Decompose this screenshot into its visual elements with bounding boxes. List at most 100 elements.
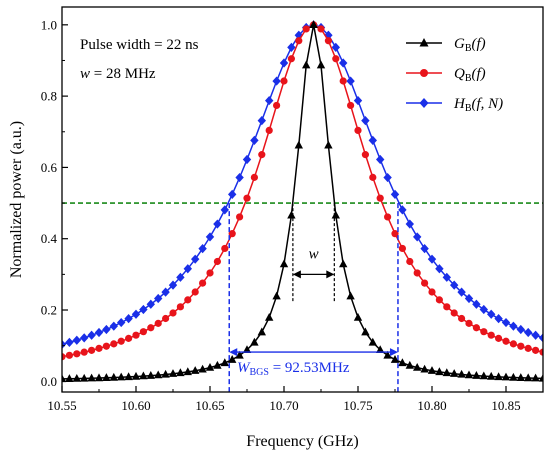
- data-point-Q: [147, 324, 155, 332]
- data-point-Q: [509, 340, 517, 348]
- data-point-G: [509, 372, 518, 381]
- data-point-H: [191, 254, 200, 264]
- data-point-H: [102, 324, 111, 335]
- data-point-G: [109, 372, 118, 381]
- data-point-Q: [191, 288, 199, 296]
- data-point-G: [287, 210, 296, 219]
- data-point-H: [257, 115, 266, 126]
- data-point-G: [420, 364, 429, 373]
- data-point-H: [65, 337, 74, 348]
- data-point-G: [87, 373, 96, 382]
- data-point-Q: [102, 342, 110, 350]
- data-point-H: [390, 189, 400, 199]
- x-tick-label: 10.70: [269, 398, 298, 413]
- data-point-H: [368, 135, 377, 145]
- data-point-Q: [317, 25, 325, 33]
- data-point-G: [302, 60, 311, 69]
- data-point-H: [487, 309, 496, 319]
- data-point-G: [139, 371, 148, 380]
- data-point-G: [154, 370, 163, 379]
- data-point-Q: [273, 101, 281, 110]
- data-point-Q: [258, 151, 266, 159]
- data-point-H: [509, 321, 518, 331]
- plot-data-group: [62, 20, 543, 383]
- data-point-H: [265, 95, 274, 106]
- data-point-Q: [487, 331, 495, 339]
- data-point-Q: [243, 194, 251, 202]
- data-point-G: [279, 259, 289, 268]
- data-point-G: [80, 373, 89, 382]
- data-point-H: [353, 95, 363, 106]
- data-point-Q: [502, 337, 510, 345]
- legend-marker-H: [419, 98, 429, 108]
- data-point-H: [198, 244, 207, 254]
- data-point-G: [442, 368, 451, 377]
- data-point-G: [272, 291, 281, 300]
- wbgs-arrow-head-left: [229, 348, 238, 357]
- x-tick-label: 10.65: [195, 398, 224, 413]
- data-point-G: [117, 372, 126, 381]
- data-point-H: [228, 189, 237, 199]
- data-point-G: [205, 362, 215, 371]
- data-point-G: [191, 366, 200, 374]
- data-point-G: [294, 140, 303, 149]
- wbgs-label: WBGS = 92.53MHz: [237, 360, 350, 378]
- data-point-H: [124, 314, 133, 324]
- data-point-H: [501, 317, 511, 328]
- data-point-H: [146, 299, 155, 309]
- data-point-G: [309, 20, 318, 29]
- plot-frame: [61, 6, 544, 393]
- data-point-Q: [154, 319, 162, 327]
- data-point-Q: [465, 319, 473, 327]
- data-point-G: [183, 367, 192, 376]
- data-point-Q: [517, 342, 525, 350]
- data-point-G: [361, 327, 370, 336]
- data-point-G: [538, 373, 543, 382]
- data-point-G: [94, 373, 104, 382]
- legend-label-G: GB(f): [454, 36, 486, 54]
- data-point-Q: [206, 269, 214, 277]
- data-point-Q: [384, 213, 392, 221]
- data-point-H: [331, 42, 340, 52]
- data-point-Q: [354, 126, 362, 134]
- data-point-H: [220, 205, 229, 215]
- data-point-Q: [280, 77, 288, 85]
- data-point-Q: [199, 279, 207, 287]
- data-point-H: [538, 333, 543, 343]
- data-point-G: [198, 364, 207, 373]
- data-point-H: [516, 324, 525, 335]
- data-point-G: [487, 371, 496, 380]
- data-point-G: [242, 345, 252, 354]
- data-point-G: [457, 369, 466, 378]
- data-point-H: [80, 333, 89, 343]
- x-tick-label: 10.55: [47, 398, 76, 413]
- data-point-Q: [495, 334, 503, 342]
- data-point-Q: [391, 230, 399, 238]
- data-point-H: [435, 264, 444, 274]
- data-point-H: [213, 219, 222, 229]
- data-point-H: [450, 280, 459, 290]
- data-point-G: [524, 373, 533, 382]
- data-point-H: [109, 321, 118, 331]
- data-point-Q: [532, 346, 540, 354]
- data-point-H: [376, 154, 385, 165]
- data-point-Q: [95, 344, 103, 352]
- data-point-Q: [302, 25, 310, 33]
- data-point-Q: [347, 101, 355, 110]
- data-point-H: [287, 42, 296, 52]
- y-axis-title: Normalized power (a.u.): [8, 121, 25, 278]
- data-point-G: [316, 60, 326, 69]
- w-arrow-head-right: [326, 270, 335, 279]
- data-point-G: [265, 312, 274, 321]
- data-point-H: [464, 293, 474, 304]
- data-point-Q: [539, 348, 543, 356]
- data-point-G: [65, 374, 74, 382]
- w-arrow-head-left: [292, 270, 301, 279]
- data-point-G: [257, 327, 266, 336]
- data-point-H: [383, 172, 392, 183]
- data-point-Q: [428, 288, 436, 296]
- data-point-Q: [169, 309, 177, 317]
- x-tick-label: 10.80: [417, 398, 446, 413]
- data-point-H: [279, 58, 289, 68]
